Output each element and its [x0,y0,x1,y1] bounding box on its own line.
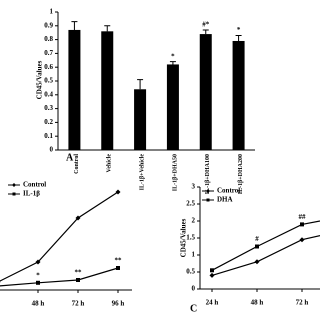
point [36,280,40,285]
x-tick-label: Vehicle [107,154,113,173]
x-tick-label: 72 h [296,299,309,307]
series-line [211,220,320,271]
y-tick-label: 0.5 [44,77,53,85]
y-tick-label: 0 [50,146,54,154]
point [116,266,120,270]
legend-marker [206,198,210,202]
y-tick-label: 0.1 [44,132,53,140]
legend-marker [12,183,16,187]
panel-label: C [190,303,197,314]
y-tick-label: 2.5 [186,200,195,208]
annotation: #* [202,21,210,29]
y-tick-label: 0.9 [44,21,53,29]
annotation: * [171,52,175,60]
annotation: ** [75,269,83,277]
y-tick-label: 0 [192,285,196,293]
annotation: ## [299,213,307,221]
error-bar [235,34,242,41]
annotation: * [36,271,40,279]
y-axis-label: CD45/Values [36,60,44,99]
point [254,259,260,265]
legend-label: Control [23,181,46,189]
legend-label: DHA [217,196,233,204]
point [115,189,121,195]
point [35,259,41,265]
y-tick-label: 2 [192,217,196,225]
legend-marker [12,192,16,196]
y-tick-label: 0.2 [44,118,53,126]
bar [232,40,245,151]
x-tick-label: Control [74,154,80,174]
y-tick-label: 1 [50,8,54,16]
x-tick-label: 24 h [206,299,219,307]
point [210,268,214,273]
bar [134,89,147,150]
y-tick-label: 0.3 [44,104,53,112]
x-tick-label: 48 h [32,300,45,308]
y-tick-label: 0.4 [44,90,53,98]
error-bar [202,29,209,35]
x-tick-label: IL-1β+Vehicle [139,154,145,191]
y-tick-label: 1.5 [186,234,195,242]
x-tick-label: 72 h [72,300,85,308]
x-tick-label: IL-1β+DHA50 [172,154,178,191]
x-tick-label: 96 h [112,300,125,308]
y-axis-label: CD45/Values [180,218,188,257]
x-tick-label: IL-1β+DHA200 [238,154,244,194]
x-tick-label: 48 h [251,299,264,307]
legend-label: IL-1β [23,190,40,198]
bar [166,64,179,150]
bar [68,29,81,150]
point [0,281,1,283]
point [300,222,304,227]
series-line [0,191,119,282]
x-tick-label: IL-1β+DHA100 [205,154,211,194]
error-bar [71,21,78,30]
error-bar [169,61,176,65]
annotation: # [255,235,259,243]
legend-marker [206,189,210,193]
y-tick-label: 3 [192,183,196,191]
annotation: ** [115,257,123,265]
bar [101,31,114,150]
y-tick-label: 1 [192,251,196,259]
bar [199,34,212,150]
series-line [211,235,320,276]
point [209,272,215,278]
panel-label: A [66,152,74,163]
error-bar [104,25,111,32]
y-tick-label: 0.6 [44,63,53,71]
y-tick-label: 0.8 [44,35,53,43]
annotation: * [237,26,241,34]
point [75,215,81,221]
point [255,244,259,249]
y-tick-label: 0.7 [44,49,53,57]
error-bar [137,79,144,90]
point [299,237,305,243]
point [76,278,80,282]
series-line [0,267,119,287]
legend-label: Control [217,187,240,195]
y-tick-label: 0.5 [186,268,195,276]
